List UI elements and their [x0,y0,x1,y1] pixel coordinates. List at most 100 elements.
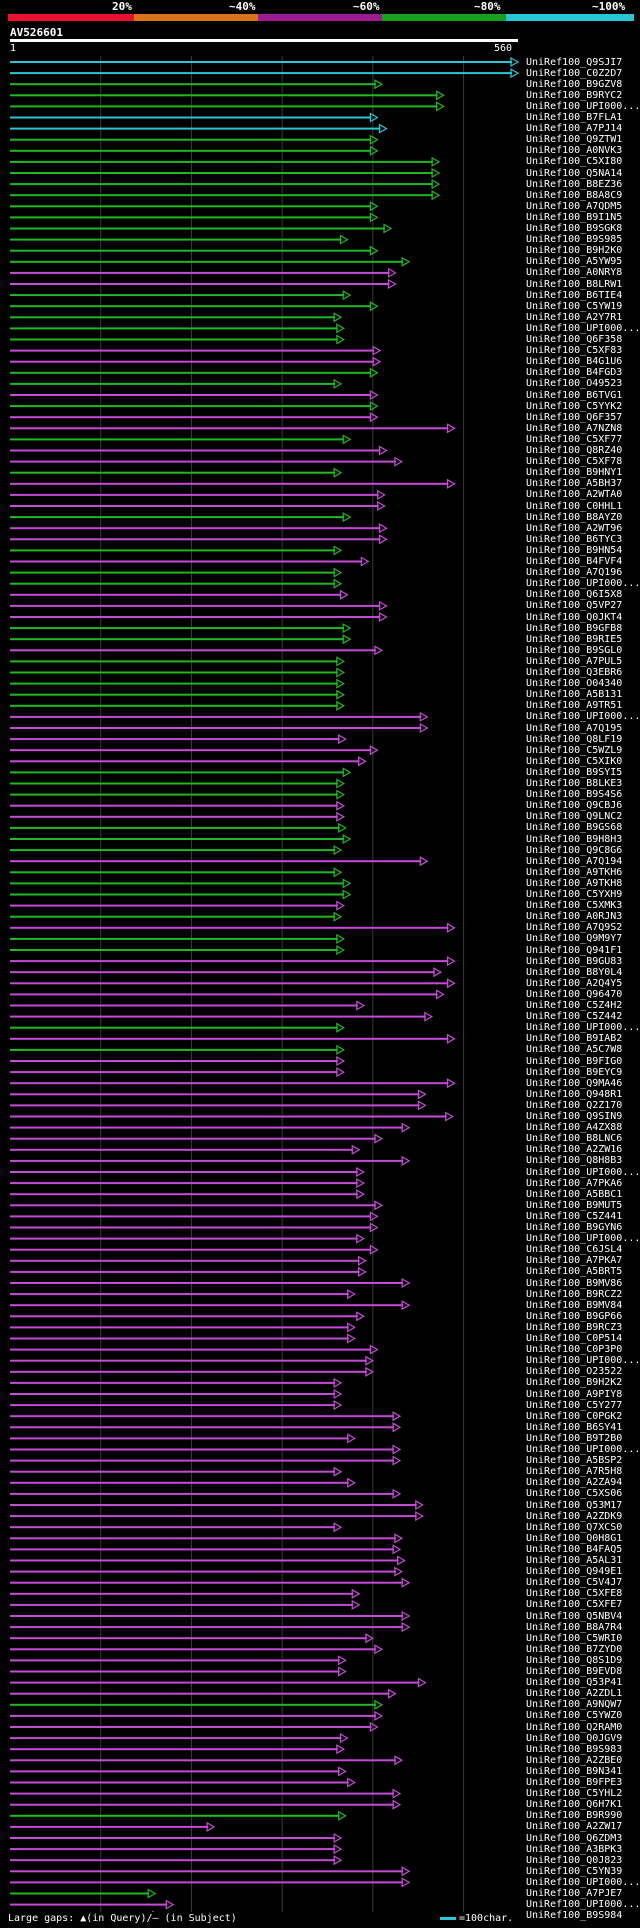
hit-label[interactable]: UniRef100_Q6ZDM3 [526,1832,623,1844]
hit-bar[interactable] [10,116,372,119]
hit-bar[interactable] [10,1748,338,1751]
hit-label[interactable]: UniRef100_A5BBC1 [526,1188,623,1200]
hit-label[interactable]: UniRef100_A0RJN3 [526,911,623,923]
hit-bar[interactable] [10,249,372,252]
hit-bar[interactable] [10,1093,420,1096]
hit-label[interactable]: UniRef100_B9GS68 [526,822,623,834]
hit-label[interactable]: UniRef100_Q6F358 [526,334,623,345]
hit-bar[interactable] [10,194,434,197]
hit-label[interactable]: UniRef100_B6SY41 [526,1421,623,1433]
hit-label[interactable]: UniRef100_B9RCZ2 [526,1288,623,1300]
hit-bar[interactable] [10,593,342,596]
hit-label[interactable]: UniRef100_A2Q4Y5 [526,977,623,989]
hit-label[interactable]: UniRef100_B9MV84 [526,1299,623,1311]
hit-bar[interactable] [10,1204,376,1207]
hit-label[interactable]: UniRef100_A5BSP2 [526,1455,623,1467]
hit-label[interactable]: UniRef100_Q9C8G6 [526,844,623,856]
hit-label[interactable]: UniRef100_B9S4S6 [526,789,623,801]
hit-label[interactable]: UniRef100_A9TKH6 [526,866,623,878]
hit-bar[interactable] [10,1903,168,1906]
hit-bar[interactable] [10,1415,395,1418]
hit-label[interactable]: UniRef100_Q2Z170 [526,1099,623,1111]
hit-bar[interactable] [10,1315,358,1318]
hit-bar[interactable] [10,416,372,419]
hit-bar[interactable] [10,1615,404,1617]
hit-bar[interactable] [10,1481,349,1484]
hit-bar[interactable] [10,849,336,852]
hit-bar[interactable] [10,638,345,641]
hit-label[interactable]: UniRef100_A7PKA7 [526,1255,623,1267]
hit-label[interactable]: UniRef100_C5YN39 [526,1865,623,1877]
hit-label[interactable]: UniRef100_B9MUT5 [526,1199,623,1211]
hit-label[interactable]: UniRef100_C5XFE8 [526,1588,623,1600]
hit-label[interactable]: UniRef100_C5YYK2 [526,400,623,412]
hit-bar[interactable] [10,982,449,985]
hit-bar[interactable] [10,1115,447,1118]
hit-bar[interactable] [10,1515,417,1518]
hit-bar[interactable] [10,1837,336,1839]
hit-label[interactable]: UniRef100_B4G1U6 [526,356,623,368]
hit-label[interactable]: UniRef100_C5XI80 [526,156,623,168]
hit-label[interactable]: UniRef100_A7Q194 [526,855,623,867]
hit-label[interactable]: UniRef100_A5B131 [526,689,623,701]
hit-bar[interactable] [10,1870,404,1873]
hit-bar[interactable] [10,1104,420,1107]
hit-label[interactable]: UniRef100_B9GZV8 [526,78,623,90]
hit-bar[interactable] [10,749,372,752]
hit-label[interactable]: UniRef100_B9IAB2 [526,1033,623,1045]
hit-label[interactable]: UniRef100_UPI000... [526,1022,640,1034]
hit-bar[interactable] [10,1581,404,1584]
hit-bar[interactable] [10,926,449,929]
hit-label[interactable]: UniRef100_A7PKA6 [526,1177,623,1189]
hit-bar[interactable] [10,616,381,618]
hit-label[interactable]: UniRef100_B9S985 [526,234,623,246]
hit-bar[interactable] [10,1148,354,1151]
hit-bar[interactable] [10,1681,420,1684]
hit-label[interactable]: UniRef100_Q948R1 [526,1088,623,1100]
hit-bar[interactable] [10,516,345,519]
hit-label[interactable]: UniRef100_C5Z441 [526,1210,623,1222]
hit-label[interactable]: UniRef100_A7Q9S2 [526,922,623,934]
hit-label[interactable]: UniRef100_B9RCZ3 [526,1321,623,1333]
hit-bar[interactable] [10,271,390,274]
hit-bar[interactable] [10,1215,372,1218]
hit-bar[interactable] [10,1393,336,1395]
hit-bar[interactable] [10,1370,367,1373]
hit-label[interactable]: UniRef100_B9H2K0 [526,245,623,257]
hit-label[interactable]: UniRef100_A5BRT5 [526,1266,623,1278]
hit-bar[interactable] [10,993,438,996]
hit-label[interactable]: UniRef100_A2Y7R1 [526,311,623,323]
hit-label[interactable]: UniRef100_C5XS06 [526,1488,623,1500]
hit-label[interactable]: UniRef100_O49523 [526,378,623,390]
hit-bar[interactable] [10,682,338,685]
hit-label[interactable]: UniRef100_B8A8C9 [526,189,623,201]
hit-bar[interactable] [10,1082,449,1085]
hit-bar[interactable] [10,1814,340,1817]
hit-bar[interactable] [10,138,372,141]
hit-label[interactable]: UniRef100_B9HNY1 [526,467,623,479]
hit-label[interactable]: UniRef100_Q949E1 [526,1566,623,1578]
hit-bar[interactable] [10,1015,426,1018]
hit-bar[interactable] [10,72,512,75]
hit-bar[interactable] [10,1759,396,1762]
hit-label[interactable]: UniRef100_B7FLA1 [526,112,623,123]
hit-bar[interactable] [10,715,422,718]
hit-label[interactable]: UniRef100_A2WT96 [526,522,623,534]
hit-label[interactable]: UniRef100_A9TR51 [526,700,623,712]
hit-bar[interactable] [10,1248,372,1251]
hit-bar[interactable] [10,1626,404,1629]
hit-label[interactable]: UniRef100_UPI000... [526,322,640,334]
hit-bar[interactable] [10,1703,376,1706]
hit-bar[interactable] [10,1737,342,1740]
hit-bar[interactable] [10,1326,349,1329]
hit-bar[interactable] [10,1692,390,1695]
hit-bar[interactable] [10,338,338,341]
hit-label[interactable]: UniRef100_A7PUL5 [526,655,623,667]
hit-label[interactable]: UniRef100_Q9LNC2 [526,811,623,823]
hit-bar[interactable] [10,1171,358,1173]
hit-label[interactable]: UniRef100_C5WZL9 [526,744,623,756]
hit-bar[interactable] [10,949,338,951]
hit-label[interactable]: UniRef100_Q9M9Y7 [526,933,623,945]
hit-bar[interactable] [10,838,345,840]
hit-label[interactable]: UniRef100_C5YW19 [526,300,623,312]
